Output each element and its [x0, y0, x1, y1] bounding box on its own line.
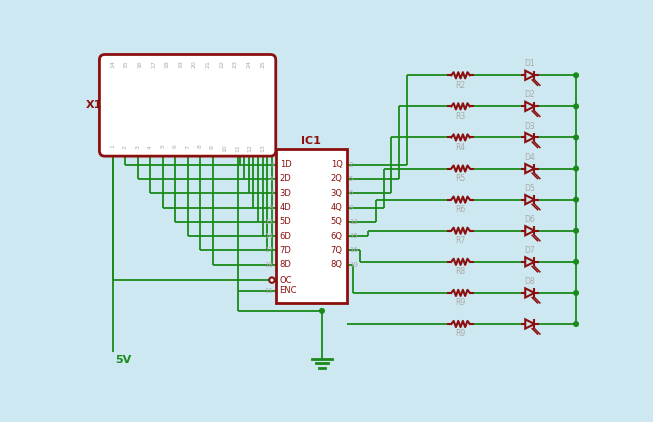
Text: D1: D1	[524, 60, 535, 68]
Text: R9: R9	[455, 330, 466, 338]
Text: IC1: IC1	[301, 136, 321, 146]
Text: 19: 19	[178, 60, 183, 68]
Text: OC: OC	[279, 276, 292, 284]
Circle shape	[574, 197, 579, 202]
Bar	[276, 149, 347, 303]
Circle shape	[574, 291, 579, 295]
Circle shape	[269, 277, 275, 283]
Text: 14: 14	[110, 60, 115, 68]
Text: D4: D4	[524, 153, 535, 162]
Text: 1: 1	[269, 277, 274, 283]
Text: D5: D5	[524, 184, 535, 193]
Text: R5: R5	[455, 174, 466, 183]
Text: 5Q: 5Q	[331, 217, 343, 226]
Text: 8: 8	[198, 145, 202, 149]
Text: 4: 4	[148, 145, 153, 149]
Text: 2D: 2D	[279, 174, 291, 184]
Text: 2: 2	[349, 162, 353, 168]
Text: R2: R2	[456, 81, 466, 89]
Text: 1: 1	[110, 145, 115, 149]
Text: 8Q: 8Q	[331, 260, 343, 269]
Text: 11: 11	[264, 288, 274, 294]
Text: 15: 15	[123, 60, 129, 68]
Text: 13: 13	[260, 145, 265, 152]
Text: R7: R7	[455, 236, 466, 245]
Text: 6D: 6D	[279, 232, 291, 241]
Text: R3: R3	[455, 112, 466, 121]
Text: 19: 19	[349, 262, 358, 268]
Text: 5V: 5V	[115, 355, 131, 365]
Circle shape	[574, 73, 579, 78]
Text: 6: 6	[349, 190, 353, 196]
Text: 16: 16	[137, 60, 142, 68]
Text: 13: 13	[264, 219, 274, 225]
Text: 8: 8	[269, 205, 274, 211]
Circle shape	[574, 166, 579, 171]
Text: 3Q: 3Q	[331, 189, 343, 197]
Text: D8: D8	[524, 277, 535, 286]
Text: 5: 5	[349, 176, 353, 182]
Text: 1D: 1D	[279, 160, 291, 169]
Text: 4D: 4D	[279, 203, 291, 212]
Circle shape	[320, 308, 325, 313]
Text: R6: R6	[455, 205, 466, 214]
Text: 18: 18	[165, 60, 170, 68]
Text: 15: 15	[349, 233, 358, 239]
Text: 16: 16	[349, 247, 358, 253]
Text: 2Q: 2Q	[331, 174, 343, 184]
Text: ENC: ENC	[279, 287, 297, 295]
Text: 4Q: 4Q	[331, 203, 343, 212]
Text: R9: R9	[455, 298, 466, 307]
Text: 12: 12	[349, 219, 358, 225]
Text: 3D: 3D	[279, 189, 291, 197]
Text: 22: 22	[219, 60, 224, 68]
Text: R4: R4	[455, 143, 466, 152]
Text: 7Q: 7Q	[331, 246, 343, 255]
FancyBboxPatch shape	[99, 54, 276, 156]
Text: 1Q: 1Q	[331, 160, 343, 169]
Text: 5D: 5D	[279, 217, 291, 226]
Text: D3: D3	[524, 122, 535, 130]
Text: 2: 2	[123, 145, 127, 149]
Text: 7D: 7D	[279, 246, 291, 255]
Text: D2: D2	[524, 90, 535, 100]
Circle shape	[574, 260, 579, 264]
Text: 21: 21	[206, 60, 210, 68]
Text: 9: 9	[349, 205, 353, 211]
Text: 25: 25	[260, 60, 265, 68]
Text: 8D: 8D	[279, 260, 291, 269]
Text: 17: 17	[264, 247, 274, 253]
Text: 20: 20	[192, 60, 197, 68]
Text: 17: 17	[151, 60, 156, 68]
Text: 4: 4	[269, 176, 274, 182]
Text: 7: 7	[269, 190, 274, 196]
Circle shape	[574, 104, 579, 109]
Text: 14: 14	[264, 233, 274, 239]
Text: 11: 11	[235, 145, 240, 152]
Text: 9: 9	[210, 145, 215, 149]
Text: 6: 6	[172, 145, 178, 149]
Text: 3: 3	[269, 162, 274, 168]
Text: 10: 10	[223, 145, 228, 152]
Circle shape	[574, 228, 579, 233]
Text: X1: X1	[86, 100, 102, 110]
Text: 5: 5	[160, 145, 165, 149]
Text: 24: 24	[247, 60, 251, 68]
Text: D6: D6	[524, 215, 535, 224]
Text: 23: 23	[233, 60, 238, 68]
Text: 18: 18	[264, 262, 274, 268]
Text: D7: D7	[524, 246, 535, 255]
Circle shape	[574, 322, 579, 326]
Text: 12: 12	[247, 145, 253, 152]
Text: 3: 3	[135, 145, 140, 149]
Text: R8: R8	[456, 267, 466, 276]
Circle shape	[574, 135, 579, 140]
Text: 6Q: 6Q	[331, 232, 343, 241]
Text: 7: 7	[185, 145, 190, 149]
